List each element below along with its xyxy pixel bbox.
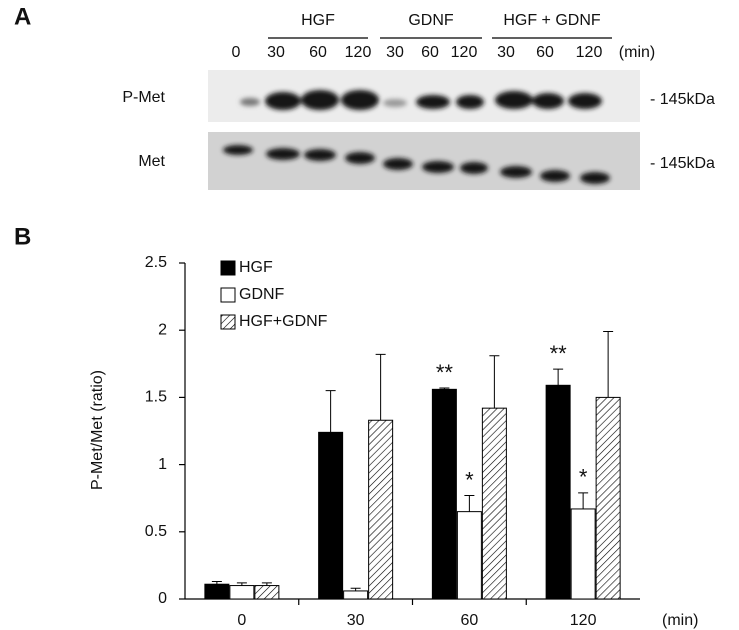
bar [204,583,230,600]
lane-label: 60 [536,44,554,61]
bar [229,585,255,600]
lane-label: 30 [497,44,515,61]
bar [570,508,596,600]
lane-label: (min) [619,44,655,61]
group-label: HGF [301,12,335,29]
lane-label: 60 [309,44,327,61]
lane-label: 120 [345,44,372,61]
lane-label: 60 [421,44,439,61]
bar [595,396,621,600]
error-bar [211,581,222,585]
significance: * [579,465,588,490]
error-bar [325,390,336,433]
bar [318,431,344,600]
marker-label: - 145kDa [650,91,715,108]
y-tick-label: 2 [158,321,167,338]
error-bar [375,353,386,421]
bar [254,585,280,600]
error-bar [236,582,247,586]
lane-label: 120 [451,44,478,61]
error-bar [439,387,450,390]
row-label: P-Met [122,89,165,106]
y-tick-label: 2.5 [145,254,167,271]
lane-label: 120 [576,44,603,61]
lane-label: 30 [386,44,404,61]
legend-swatch [220,260,236,276]
group-label: HGF + GDNF [503,12,601,29]
bar [431,388,457,600]
error-bar [350,587,361,591]
legend-label: HGF+GDNF [239,313,328,330]
bar [456,511,482,600]
significance: ** [550,341,568,366]
x-tick-label: 0 [237,612,246,629]
panel-label: A [14,3,31,30]
error-bar [603,331,614,398]
bar [481,407,507,600]
lane-label: 30 [267,44,285,61]
significance: ** [436,360,454,385]
group-label: GDNF [408,12,454,29]
legend-label: HGF [239,259,273,276]
y-tick-label: 0.5 [145,523,167,540]
bar [368,419,394,600]
error-bar [578,492,589,509]
error-bar [464,495,475,512]
significance: * [465,467,474,492]
legend-swatch [220,287,236,303]
legend-swatch [220,314,236,330]
panel-label: B [14,223,31,250]
lane-label: 0 [232,44,241,61]
x-axis-label: (min) [662,612,698,629]
western-blot [208,37,640,190]
error-bar [261,582,272,586]
bar [343,590,369,600]
bar [545,384,571,600]
y-tick-label: 0 [158,590,167,607]
legend-label: GDNF [239,286,285,303]
error-bar [489,355,500,409]
marker-label: - 145kDa [650,155,715,172]
y-axis-label: P-Met/Met (ratio) [89,370,106,490]
x-tick-label: 60 [460,612,478,629]
row-label: Met [138,153,165,170]
y-tick-label: 1.5 [145,389,167,406]
x-tick-label: 120 [570,612,597,629]
y-tick-label: 1 [158,456,167,473]
error-bar [553,368,564,386]
x-tick-label: 30 [347,612,365,629]
